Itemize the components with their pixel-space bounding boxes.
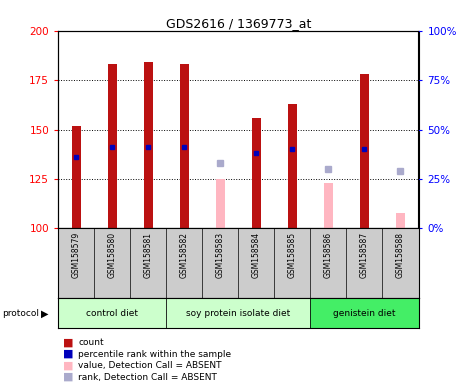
Bar: [166, 298, 311, 328]
Bar: [288, 104, 297, 228]
Bar: [58, 298, 166, 328]
Text: ■: ■: [63, 372, 73, 382]
Text: ▶: ▶: [41, 308, 48, 318]
Text: GSM158584: GSM158584: [252, 232, 261, 278]
Text: GSM158581: GSM158581: [144, 232, 153, 278]
Bar: [311, 298, 418, 328]
Bar: [324, 183, 333, 228]
Bar: [180, 65, 189, 228]
Text: GSM158586: GSM158586: [324, 232, 333, 278]
Bar: [396, 213, 405, 228]
Text: count: count: [78, 338, 104, 347]
Text: control diet: control diet: [86, 309, 138, 318]
Text: ■: ■: [63, 338, 73, 348]
Bar: [108, 65, 117, 228]
Bar: [216, 179, 225, 228]
Bar: [72, 126, 80, 228]
Text: GSM158579: GSM158579: [72, 232, 80, 278]
Text: soy protein isolate diet: soy protein isolate diet: [186, 309, 291, 318]
Text: GSM158580: GSM158580: [108, 232, 117, 278]
Text: GSM158585: GSM158585: [288, 232, 297, 278]
Bar: [252, 118, 261, 228]
Bar: [144, 62, 153, 228]
Text: GSM158583: GSM158583: [216, 232, 225, 278]
Text: ■: ■: [63, 361, 73, 371]
Text: GSM158588: GSM158588: [396, 232, 405, 278]
Text: GSM158587: GSM158587: [360, 232, 369, 278]
Text: genistein diet: genistein diet: [333, 309, 396, 318]
Text: ■: ■: [63, 349, 73, 359]
Text: protocol: protocol: [2, 309, 40, 318]
Text: value, Detection Call = ABSENT: value, Detection Call = ABSENT: [78, 361, 222, 370]
Title: GDS2616 / 1369773_at: GDS2616 / 1369773_at: [166, 17, 311, 30]
Text: GSM158582: GSM158582: [180, 232, 189, 278]
Text: percentile rank within the sample: percentile rank within the sample: [78, 349, 231, 359]
Bar: [360, 74, 369, 228]
Text: rank, Detection Call = ABSENT: rank, Detection Call = ABSENT: [78, 372, 217, 382]
